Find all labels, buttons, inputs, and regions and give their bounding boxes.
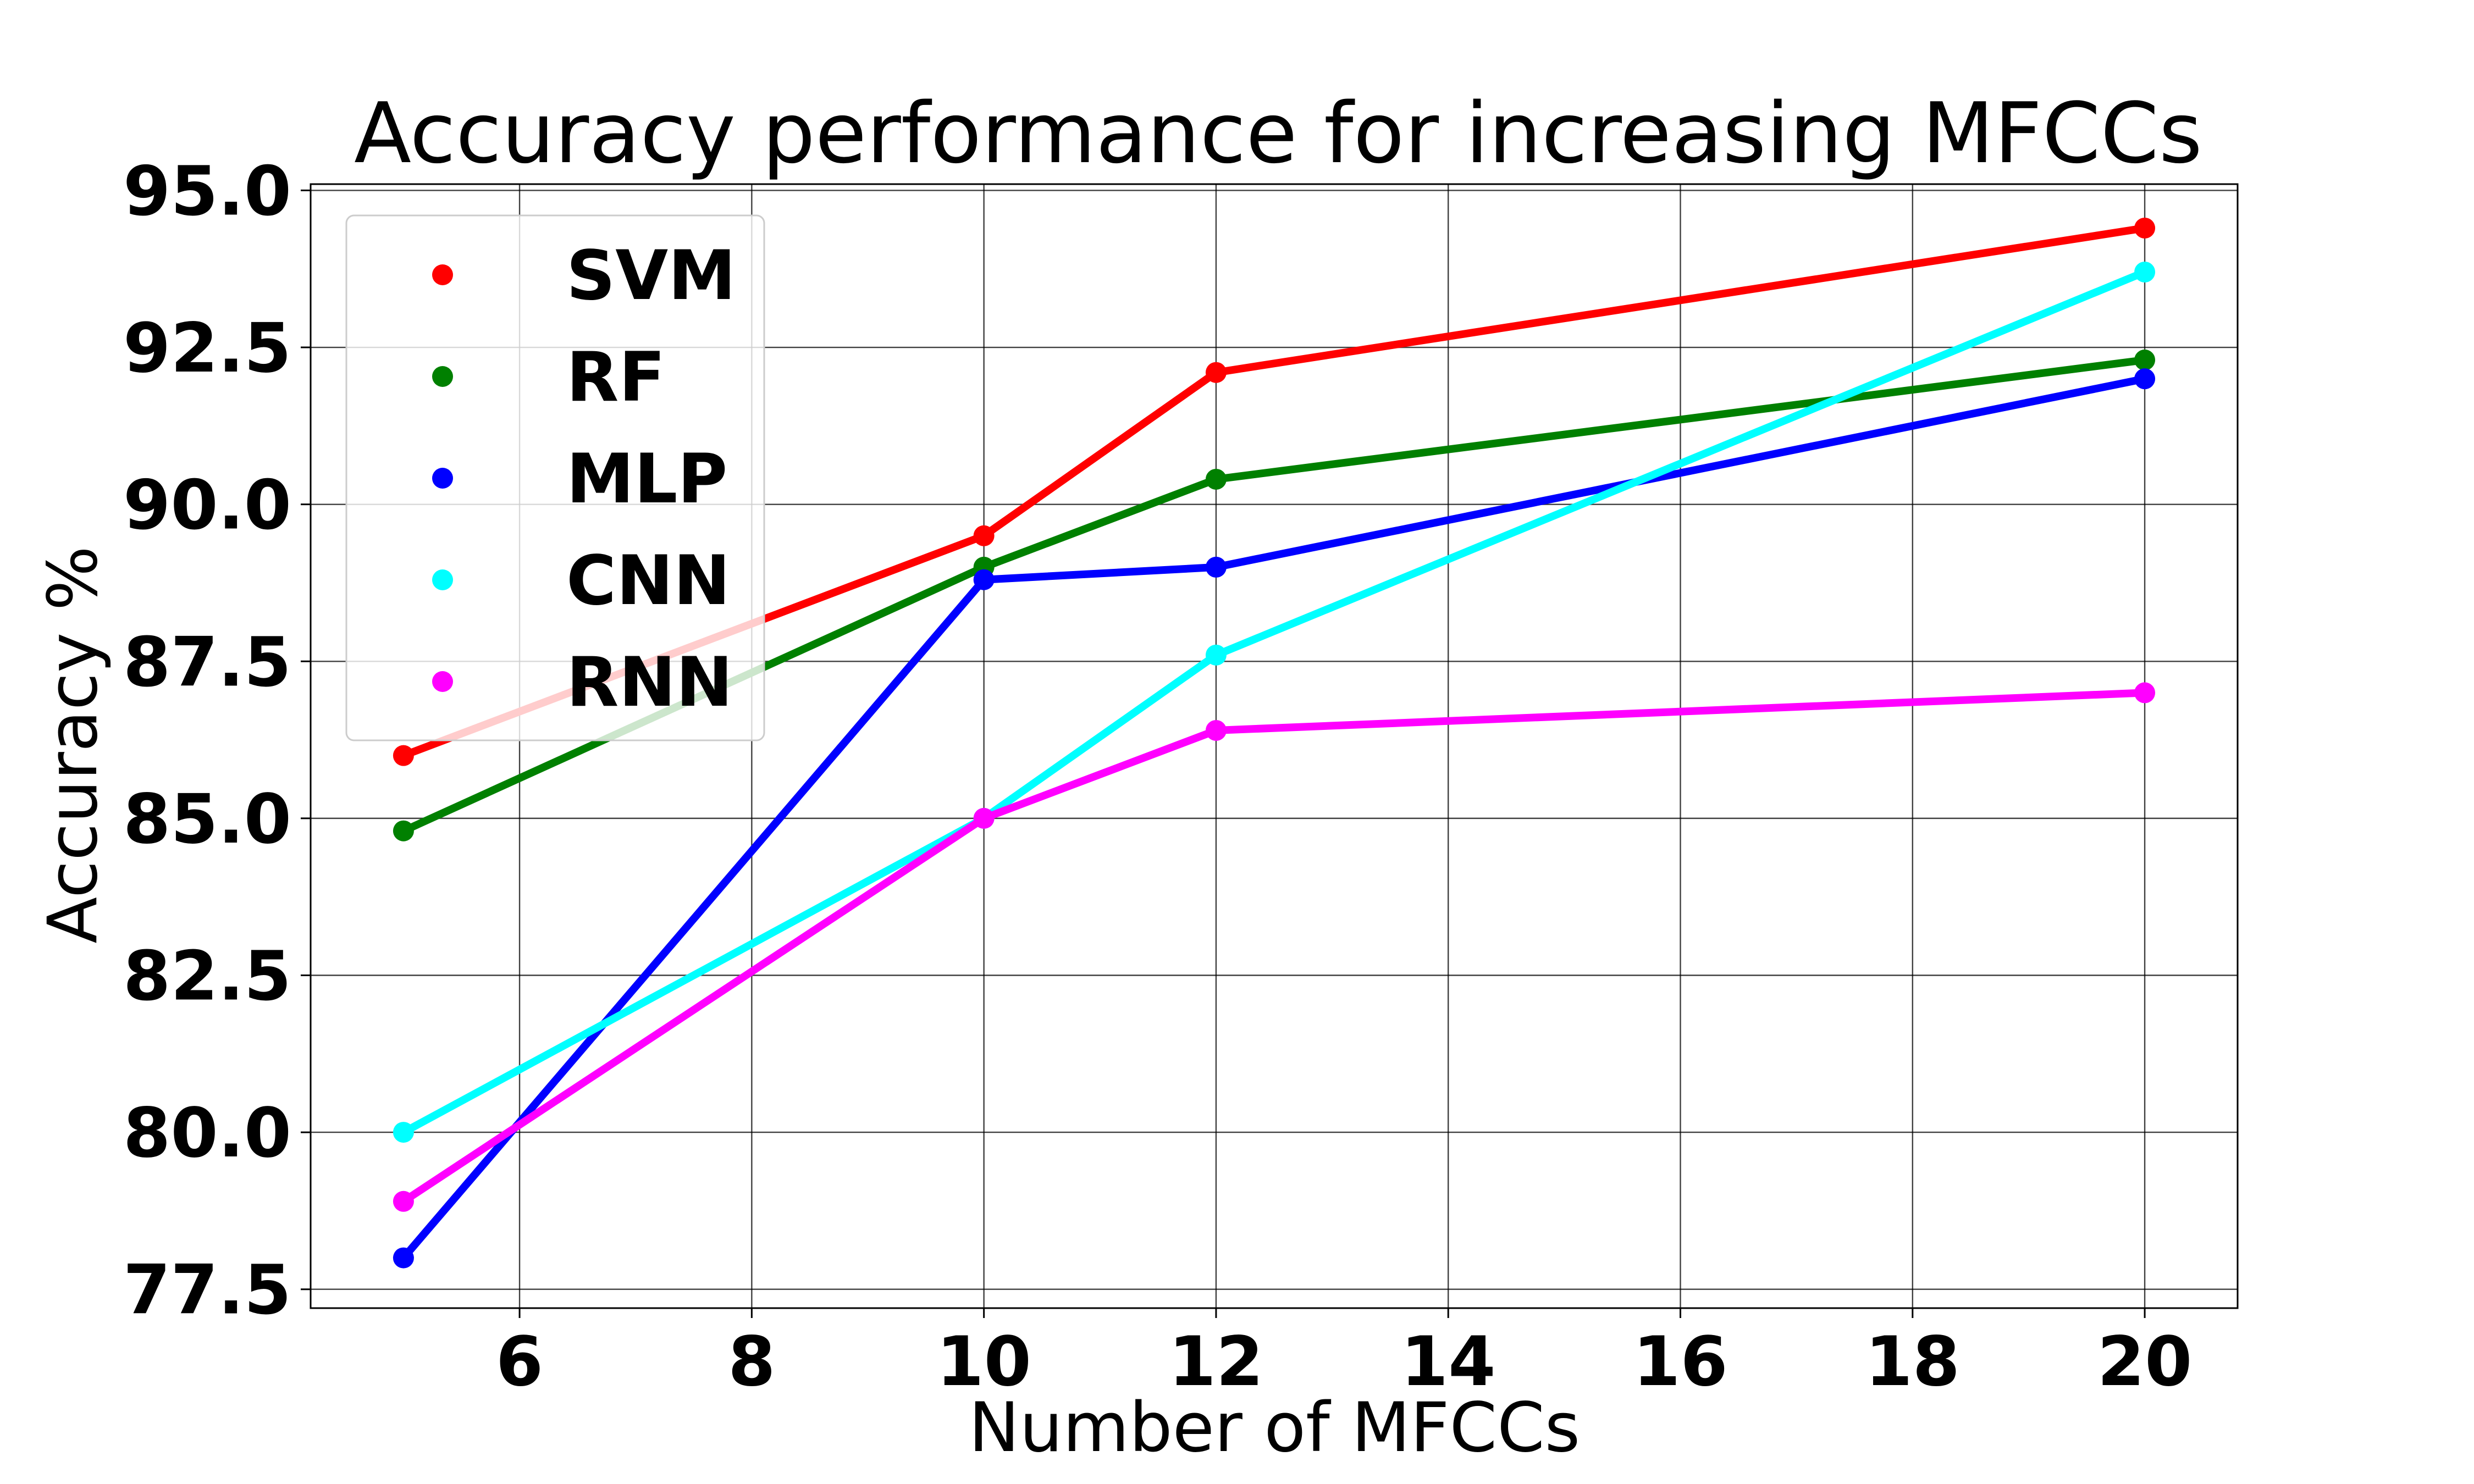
series-rnn	[393, 682, 2156, 1212]
series-cnn	[393, 261, 2156, 1143]
y-tick-label: 95.0	[123, 152, 291, 231]
legend-marker-mlp	[432, 468, 453, 489]
legend-marker-rnn	[432, 671, 453, 692]
series-mlp	[393, 368, 2156, 1269]
series-line-mlp	[399, 375, 2149, 1262]
legend-marker-rf	[432, 366, 453, 387]
legend-label-mlp: MLP	[566, 440, 727, 519]
x-axis-label: Number of MFCCs	[969, 1388, 1581, 1468]
y-tick-label: 85.0	[123, 780, 291, 859]
data-point-cnn	[2134, 261, 2156, 283]
legend-box	[345, 214, 765, 741]
series-line-rnn	[399, 689, 2149, 1205]
data-point-rnn	[973, 807, 995, 829]
data-point-rnn	[2134, 682, 2156, 704]
legend-marker-cnn	[432, 569, 453, 590]
data-point-svm	[973, 525, 995, 546]
data-point-mlp	[2134, 368, 2156, 390]
data-point-rnn	[1205, 719, 1227, 741]
legend: SVM RF MLP CNN RNN	[345, 214, 765, 741]
data-point-svm	[393, 745, 414, 766]
x-tick-label: 20	[2097, 1322, 2193, 1402]
x-tick-label: 8	[728, 1322, 775, 1402]
y-tick-label: 80.0	[123, 1094, 291, 1173]
data-point-mlp	[393, 1247, 414, 1269]
x-tick-label: 10	[936, 1322, 1031, 1402]
x-tick-label: 12	[1169, 1322, 1264, 1402]
grid-lines	[311, 184, 2238, 1308]
legend-label-svm: SVM	[566, 236, 736, 315]
data-point-rf	[1205, 468, 1227, 490]
chart-title: Accuracy performance for increasing MFCC…	[354, 85, 2202, 182]
legend-marker-svm	[432, 264, 453, 285]
data-point-mlp	[1205, 556, 1227, 578]
series-line-cnn	[399, 268, 2149, 1137]
data-point-svm	[2134, 217, 2156, 239]
legend-label-rnn: RNN	[566, 643, 733, 722]
legend-label-cnn: CNN	[566, 541, 731, 621]
data-point-cnn	[393, 1122, 414, 1143]
data-point-rf	[2134, 349, 2156, 370]
y-tick-label: 77.5	[123, 1251, 291, 1330]
plot-area-frame	[310, 183, 2239, 1309]
y-tick-label: 87.5	[123, 623, 291, 702]
y-tick-label: 90.0	[123, 466, 291, 545]
y-tick-label: 92.5	[123, 309, 291, 388]
y-tick-label: 82.5	[123, 937, 291, 1016]
legend-label-rf: RF	[566, 338, 665, 417]
data-point-rf	[393, 820, 414, 841]
x-tick-label: 18	[1865, 1322, 1961, 1402]
data-point-mlp	[973, 569, 995, 590]
data-point-rnn	[393, 1190, 414, 1212]
x-tick-label: 14	[1401, 1322, 1496, 1402]
axis-ticks: 6 8 10 12 14 16 18 20 77.5 80.0 82.5 85.0 87.5 90.0 92…	[123, 152, 2192, 1402]
data-point-svm	[1205, 362, 1227, 383]
y-axis-label: Accuracy %	[34, 546, 113, 943]
series-lines	[393, 217, 2156, 1269]
x-tick-label: 16	[1633, 1322, 1728, 1402]
data-point-cnn	[1205, 644, 1227, 666]
x-tick-label: 6	[496, 1322, 543, 1402]
